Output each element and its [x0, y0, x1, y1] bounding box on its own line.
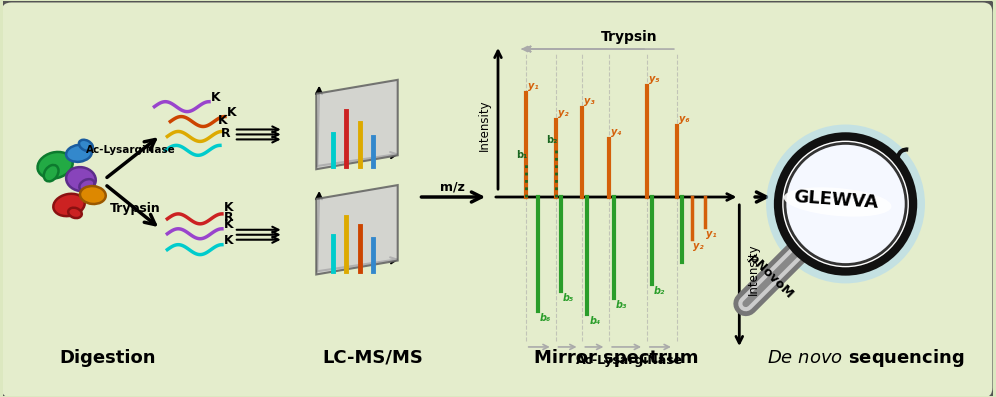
- Text: Trypsin: Trypsin: [602, 30, 658, 44]
- Text: b₂: b₂: [546, 135, 557, 145]
- Circle shape: [778, 137, 913, 272]
- Text: b₂: b₂: [654, 286, 665, 297]
- Text: $\it{De\ novo}$ sequencing: $\it{De\ novo}$ sequencing: [767, 347, 964, 369]
- Polygon shape: [317, 80, 397, 169]
- Ellipse shape: [784, 187, 891, 217]
- Text: b₅: b₅: [563, 293, 574, 303]
- Ellipse shape: [80, 186, 106, 204]
- Text: Trypsin: Trypsin: [111, 202, 161, 216]
- Text: Digestion: Digestion: [60, 349, 156, 367]
- Text: y₆: y₆: [678, 114, 689, 123]
- Text: K: K: [218, 114, 227, 127]
- Text: y₁: y₁: [528, 81, 539, 91]
- Text: K: K: [227, 106, 236, 119]
- Text: y₄: y₄: [612, 127, 622, 137]
- Ellipse shape: [79, 140, 93, 151]
- Text: Ac-LysargiNase: Ac-LysargiNase: [576, 355, 683, 367]
- Ellipse shape: [66, 145, 92, 162]
- Text: b₄: b₄: [590, 316, 601, 326]
- Text: Intensity: Intensity: [747, 243, 760, 295]
- Text: K: K: [224, 234, 233, 247]
- Text: K: K: [224, 201, 233, 214]
- Text: R: R: [221, 127, 230, 141]
- Text: R: R: [224, 211, 233, 224]
- Text: Ac-LysargiNase: Ac-LysargiNase: [86, 145, 175, 155]
- Text: Mirror spectrum: Mirror spectrum: [534, 349, 698, 367]
- Text: K: K: [224, 218, 233, 231]
- Text: LC-MS/MS: LC-MS/MS: [323, 349, 423, 367]
- Text: y₃: y₃: [585, 96, 595, 106]
- Text: K: K: [211, 91, 221, 104]
- Text: y₂: y₂: [558, 108, 568, 118]
- Ellipse shape: [68, 208, 82, 218]
- Text: b₃: b₃: [617, 300, 627, 310]
- Circle shape: [766, 125, 925, 283]
- Ellipse shape: [66, 167, 96, 191]
- Circle shape: [785, 143, 906, 264]
- Text: GLEWVA: GLEWVA: [793, 188, 878, 212]
- Text: pNovoM: pNovoM: [746, 252, 795, 301]
- Ellipse shape: [80, 179, 95, 191]
- Text: b₁: b₁: [516, 150, 527, 160]
- Polygon shape: [317, 185, 397, 274]
- Ellipse shape: [54, 194, 85, 216]
- Text: Intensity: Intensity: [478, 99, 491, 151]
- Text: m/z: m/z: [440, 181, 465, 194]
- Text: y₂: y₂: [692, 241, 703, 251]
- Ellipse shape: [44, 165, 59, 181]
- Ellipse shape: [38, 152, 73, 179]
- Text: y₅: y₅: [649, 74, 659, 84]
- Text: b₆: b₆: [540, 313, 551, 323]
- Text: y₁: y₁: [705, 229, 716, 239]
